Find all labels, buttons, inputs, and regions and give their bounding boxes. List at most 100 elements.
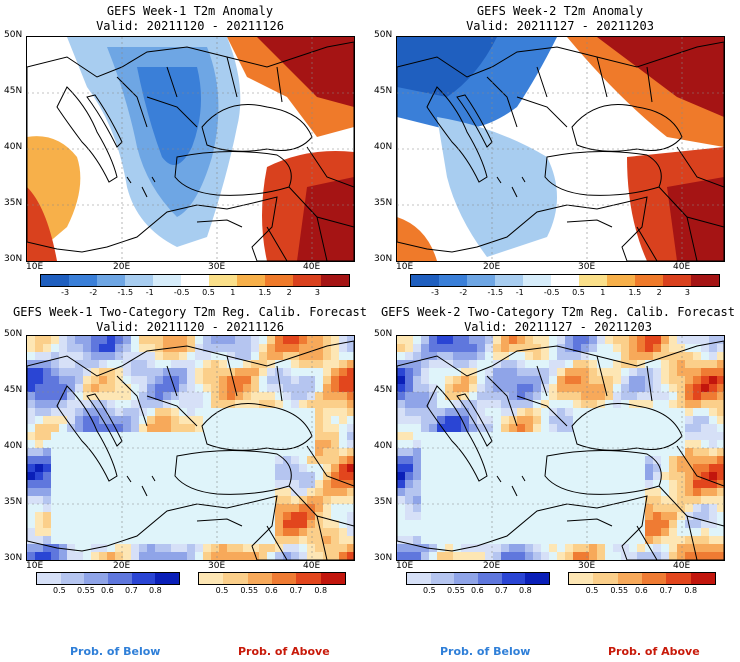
colorbar-tick-label: 0.6 [265,586,278,595]
colorbar-swatch [155,573,180,584]
colorbar-tick-label: 0.5 [53,586,66,595]
colorbar-tick-label: 1.5 [258,288,272,297]
colorbar-swatch [666,573,691,584]
colorbar-swatch [37,573,61,584]
colorbar-tick-label: 0.6 [635,586,648,595]
colorbar-swatch [569,573,594,584]
panel-4-title: GEFS Week-2 Two-Category T2m Reg. Calib.… [380,305,735,334]
colorbar-swatch [131,573,156,584]
colorbar-swatch [430,573,455,584]
lon-label: 10E [26,262,44,272]
lat-label: 50N [4,329,23,339]
colorbar-tick-label: -1.5 [487,288,504,297]
colorbar-tick-label: -3 [431,288,440,297]
colorbar-tick-label: 0.55 [447,586,465,595]
lat-label: 50N [374,329,393,339]
colorbar-tick-label: 0.8 [149,586,162,595]
colorbar-tick-label: 3 [684,288,690,297]
prob-above-label-1: Prob. of Above [238,645,330,658]
colorbar-tick-label: 0.5 [202,288,215,297]
map-week1-probability [26,335,355,561]
lon-label: 20E [483,262,501,272]
colorbar-swatch [209,275,237,286]
colorbar-swatch [525,573,550,584]
colorbar-swatch [691,275,719,286]
colorbar-tick-label: 0.55 [77,586,95,595]
colorbar-tick-label: 0.5 [215,586,229,595]
colorbar-tick-label: 0.6 [101,586,114,595]
lon-label: 30E [578,561,596,571]
colorbar-tick-label: 2 [286,288,292,297]
colorbar-tick-label: 0.5 [585,586,599,595]
colorbar-swatch [523,275,551,286]
colorbar-swatch [454,573,479,584]
lat-label: 40N [374,441,393,451]
lon-label: 10E [396,561,414,571]
prob-below-label-1: Prob. of Below [70,645,161,658]
colorbar-tick-label: 0.55 [240,586,259,595]
lon-label: 40E [673,561,691,571]
colorbar-swatch [411,275,439,286]
colorbar-tick-label: 1 [230,288,236,297]
colorbar-swatch [247,573,272,584]
colorbar-swatch [617,573,642,584]
above-colorbar-1 [198,572,346,585]
colorbar-tick-label: -1 [515,288,524,297]
colorbar-tick-label: 1.5 [628,288,642,297]
colorbar-swatch [41,275,69,286]
lon-label: 40E [303,561,321,571]
above-colorbar-2 [568,572,716,585]
panel-2-title: GEFS Week-2 T2m Anomaly Valid: 20211127 -… [466,4,654,33]
colorbar-swatch [69,275,97,286]
lat-label: 35N [374,198,393,208]
colorbar-tick-label: 1 [600,288,606,297]
colorbar-swatch [690,573,715,584]
lat-label: 50N [4,30,23,40]
colorbar-tick-label: 2 [656,288,662,297]
prob-above-label-2: Prob. of Above [608,645,700,658]
panel-3-title: GEFS Week-1 Two-Category T2m Reg. Calib.… [12,305,367,334]
lat-label: 30N [374,254,393,264]
lon-label: 10E [396,262,414,272]
below-colorbar-2 [406,572,550,585]
colorbar-swatch [501,573,526,584]
colorbar-tick-label: -2 [89,288,98,297]
colorbar-tick-label: 0.8 [519,586,532,595]
lat-label: 45N [374,385,393,395]
colorbar-swatch [320,573,345,584]
below-colorbar-1 [36,572,180,585]
colorbar-tick-label: -2 [459,288,468,297]
colorbar-tick-label: 0.8 [684,586,698,595]
lat-label: 30N [4,553,23,563]
colorbar-swatch [108,573,132,584]
lat-label: 45N [4,385,23,395]
colorbar-swatch [223,573,248,584]
colorbar-tick-label: -1 [145,288,154,297]
lat-label: 30N [374,553,393,563]
colorbar-swatch [237,275,265,286]
lat-label: 40N [4,441,23,451]
colorbar-tick-label: 0.55 [610,586,629,595]
colorbar-tick-label: -0.5 [543,288,560,297]
colorbar-swatch [551,275,579,286]
lon-label: 10E [26,561,44,571]
panel-1-title: GEFS Week-1 T2m Anomaly Valid: 20211120 -… [96,4,284,33]
lon-label: 30E [578,262,596,272]
colorbar-swatch [296,573,321,584]
colorbar-tick-label: -0.5 [173,288,190,297]
anomaly-colorbar-2 [410,274,720,287]
map-week1-anomaly [26,36,355,262]
lat-label: 50N [374,30,393,40]
colorbar-swatch [321,275,349,286]
colorbar-swatch [635,275,663,286]
colorbar-swatch [84,573,109,584]
anomaly-colorbar-1 [40,274,350,287]
colorbar-tick-label: 0.7 [289,586,303,595]
colorbar-tick-label: 0.7 [659,586,673,595]
colorbar-swatch [478,573,502,584]
colorbar-tick-label: 3 [314,288,320,297]
lon-label: 30E [208,262,226,272]
colorbar-swatch [60,573,85,584]
colorbar-tick-label: 0.5 [423,586,436,595]
colorbar-tick-label: -3 [61,288,70,297]
